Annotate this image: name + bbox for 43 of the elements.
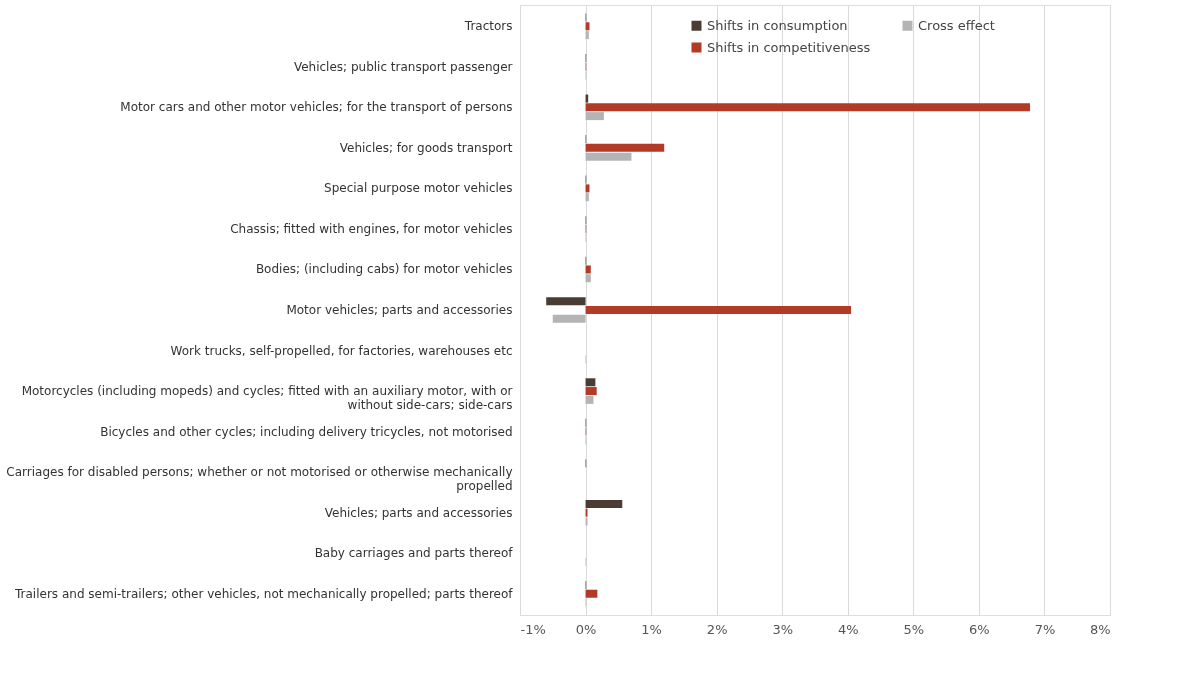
bar — [585, 103, 1031, 112]
legend-label: Cross effect — [918, 17, 995, 33]
bar — [585, 306, 852, 314]
bar — [585, 274, 591, 283]
x-tick-label: 5% — [903, 621, 925, 637]
x-tick-label: 4% — [837, 621, 859, 637]
bar — [585, 143, 665, 152]
bar — [585, 112, 604, 121]
bar — [585, 152, 632, 161]
y-tick-label: Vehicles; public transport passenger — [293, 59, 513, 74]
y-tick-label: Baby carriages and parts thereof — [314, 546, 514, 561]
x-tick-label: 3% — [772, 621, 794, 637]
x-tick-label: 2% — [706, 621, 728, 637]
y-tick-label: Chassis; fitted with engines, for motor vehicles — [230, 221, 513, 236]
bar — [585, 193, 589, 202]
x-tick-label: 1% — [641, 621, 662, 637]
y-tick-label: Bodies; (including cabs) for motor vehicles — [255, 262, 513, 277]
bar — [585, 589, 598, 598]
x-tick-label: 6% — [969, 621, 990, 637]
y-tick-label: Vehicles; for goods transport — [339, 140, 513, 155]
x-tick-label: 0% — [575, 621, 597, 637]
bar — [585, 499, 623, 508]
legend-label: Shifts in competitiveness — [707, 39, 871, 55]
x-tick-label: 7% — [1034, 621, 1056, 637]
bar — [585, 31, 589, 40]
legend-label: Shifts in consumption — [707, 17, 848, 33]
y-tick-label: Motor cars and other motor vehicles; for the transport of persons — [120, 100, 513, 115]
y-tick-label: Bicycles and other cycles; including delivery tricycles, not motorised — [100, 424, 513, 439]
bar — [585, 265, 591, 274]
y-tick-label: Special purpose motor vehicles — [324, 181, 513, 196]
y-tick-label: Motorcycles (including mopeds) and cycles; fitted with an auxiliary motor, with or without side-cars; side-cars — [21, 384, 513, 413]
x-tick-label: -1% — [520, 621, 546, 637]
bar — [552, 314, 586, 323]
bar — [585, 387, 597, 396]
y-tick-label: Work trucks, self-propelled, for factories, warehouses etc — [170, 343, 513, 358]
y-tick-label: Carriages for disabled persons; whether or not motorised or otherwise mechanically propelled — [6, 465, 513, 494]
bar — [585, 378, 596, 387]
y-tick-label: Vehicles; parts and accessories — [324, 505, 513, 520]
bar — [546, 297, 586, 306]
x-tick-label: 8% — [1089, 621, 1111, 637]
y-tick-label: Tractors — [463, 19, 513, 34]
y-tick-label: Trailers and semi-trailers; other vehicles, not mechanically propelled; parts thereof — [14, 586, 514, 601]
y-tick-label: Motor vehicles; parts and accessories — [286, 303, 513, 317]
